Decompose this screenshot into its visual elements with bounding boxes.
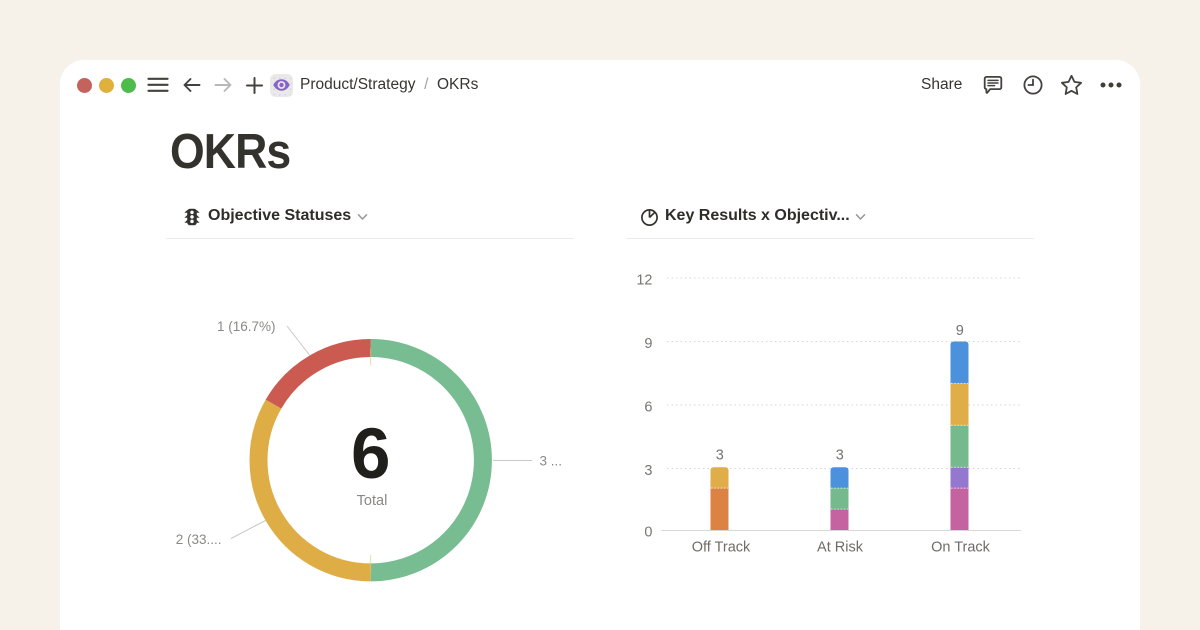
svg-text:3: 3 <box>716 448 724 464</box>
svg-text:Off Track: Off Track <box>692 540 751 556</box>
svg-text:On Track: On Track <box>931 540 991 556</box>
svg-text:3 ...: 3 ... <box>540 454 563 469</box>
svg-text:0: 0 <box>644 525 652 541</box>
svg-text:1 (16.7%): 1 (16.7%) <box>217 319 276 334</box>
svg-text:2 (33....: 2 (33.... <box>176 532 222 547</box>
svg-text:9: 9 <box>956 323 964 339</box>
svg-text:9: 9 <box>644 336 652 352</box>
svg-text:3: 3 <box>644 463 652 479</box>
svg-text:6: 6 <box>351 415 391 494</box>
svg-text:3: 3 <box>836 448 844 464</box>
svg-text:12: 12 <box>636 273 652 289</box>
svg-text:At Risk: At Risk <box>817 540 864 556</box>
svg-text:Total: Total <box>357 493 388 509</box>
svg-text:6: 6 <box>644 400 652 416</box>
